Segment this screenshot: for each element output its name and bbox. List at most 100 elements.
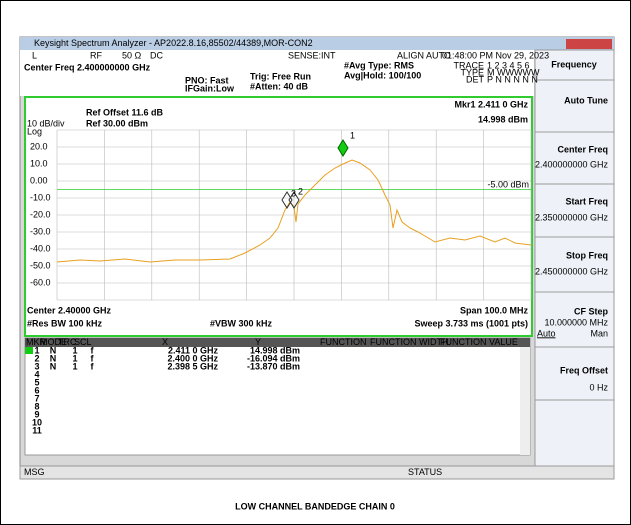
table-cell: 2.400 0 GHz (167, 353, 218, 363)
softkey: Frequency (551, 59, 597, 69)
table-cell: 14.998 dBm (250, 345, 300, 355)
table-cell: f (91, 361, 95, 371)
softkey: 0 Hz (589, 382, 608, 392)
status-sense: SENSE:INT (288, 50, 336, 60)
softkey-auto: Auto (537, 328, 556, 338)
graticule (56, 129, 532, 301)
table-cell: 2.398 5 GHz (167, 361, 218, 371)
table-cell: 10 (32, 417, 42, 427)
y-label: 10.0 (30, 158, 48, 168)
table-cell: 1 (72, 361, 77, 371)
table-cell: 1 (72, 345, 77, 355)
softkey: Stop Freq (566, 250, 608, 260)
marker-level: 14.998 dBm (478, 114, 528, 124)
table-cell: 3 (34, 361, 39, 371)
y-label: -40.0 (30, 243, 51, 253)
table-cell: 4 (34, 369, 39, 379)
softkey: 2.450000000 GHz (535, 266, 609, 276)
y-label: -20.0 (30, 209, 51, 219)
y-label: -30.0 (30, 226, 51, 236)
softkey-separators (535, 79, 614, 401)
table-header: FUNCTION (320, 337, 367, 347)
table-cell: N (50, 345, 57, 355)
softkey-man: Man (590, 328, 608, 338)
status: STATUS (408, 467, 442, 477)
window-title: Keysight Spectrum Analyzer - AP2022.8.16… (34, 38, 313, 48)
marker-1 (337, 139, 349, 157)
y-label: -10.0 (30, 192, 51, 202)
avg_hold: Avg|Hold: 100/100 (344, 70, 421, 80)
trace_nums: 1 2 3 4 5 6 (487, 60, 530, 70)
marker-tag: 2 (298, 186, 303, 196)
softkey: 2.350000000 GHz (535, 212, 609, 222)
table-cell: 2.411 0 GHz (168, 345, 219, 355)
marker-tag: 3 (291, 188, 296, 198)
table-cell: 5 (34, 377, 39, 387)
det_label: DET (466, 74, 485, 84)
status-datetime: 01:48:00 PM Nov 29, 2023 (442, 50, 549, 60)
pno: PNO: Fast (185, 75, 229, 85)
table-cell: 8 (34, 401, 39, 411)
table-header: TRC (58, 337, 77, 347)
type_label: TYPE (460, 67, 484, 77)
center: Center 2.40000 GHz (27, 305, 112, 315)
center-freq: Center Freq 2.400000000 GHz (24, 62, 151, 72)
table-header: MKR (26, 337, 47, 347)
window-buttons (566, 39, 612, 49)
rbw: #Res BW 100 kHz (27, 318, 103, 328)
marker-tag: 1 (350, 130, 355, 140)
scrollbar (520, 347, 530, 455)
table-header: FUNCTION WIDTH (370, 337, 449, 347)
table-cell: 2 (34, 353, 39, 363)
table-cell: -16.094 dBm (247, 353, 300, 363)
table-cell: N (50, 353, 57, 363)
table-cell: N (50, 361, 57, 371)
log: Log (27, 126, 42, 136)
softkey: CF Step (574, 306, 609, 316)
status-input: RF (90, 50, 102, 60)
plot-area (24, 96, 533, 337)
table-cell: -13.870 dBm (247, 361, 300, 371)
status-coupling: DC (150, 50, 163, 60)
sweep: Sweep 3.733 ms (1001 pts) (414, 318, 528, 328)
type_vals: M WWWWW (487, 67, 540, 77)
scale: 10 dB/div (27, 118, 65, 128)
table-cell: 1 (72, 353, 77, 363)
atten: #Atten: 40 dB (250, 81, 309, 91)
table-header: MODE (40, 337, 67, 347)
y-label: -50.0 (30, 260, 51, 270)
table-cell: f (91, 353, 95, 363)
table-header (25, 338, 530, 347)
table-header: Y (255, 337, 261, 347)
span: Span 100.0 MHz (460, 305, 529, 315)
table-header: X (162, 337, 168, 347)
y-label: 0.00 (30, 175, 48, 185)
table-cell: 6 (34, 385, 39, 395)
table-header: SCL (74, 337, 92, 347)
softkey: Freq Offset (560, 365, 608, 375)
vbw: #VBW 300 kHz (210, 318, 273, 328)
marker-freq: Mkr1 2.411 0 GHz (454, 99, 528, 109)
y-label: 20.0 (30, 141, 48, 151)
table-cell: 9 (34, 409, 39, 419)
softkey: Center Freq (557, 144, 608, 154)
det_vals: P N N N N N (487, 74, 538, 84)
title-bar (20, 37, 614, 50)
status-align: ALIGN AUTO (397, 50, 451, 60)
message-bar (19, 465, 615, 480)
ref-offset: Ref Offset 11.6 dB (86, 107, 164, 117)
trace (56, 159, 532, 263)
softkey: 10.000000 MHz (544, 317, 608, 327)
selected-row (25, 347, 33, 354)
trig: Trig: Free Run (250, 71, 311, 81)
marker-table (24, 337, 531, 456)
table-cell: 7 (34, 393, 39, 403)
table-cell: 1 (34, 345, 39, 355)
marker-3 (281, 191, 293, 209)
table-cell: f (91, 345, 95, 355)
ref-level: Ref 30.00 dBm (86, 118, 148, 128)
softkey: Auto Tune (564, 95, 608, 105)
line-label: -5.00 dBm (487, 179, 529, 189)
avg_type: #Avg Type: RMS (344, 60, 414, 70)
info-panel (20, 50, 534, 96)
